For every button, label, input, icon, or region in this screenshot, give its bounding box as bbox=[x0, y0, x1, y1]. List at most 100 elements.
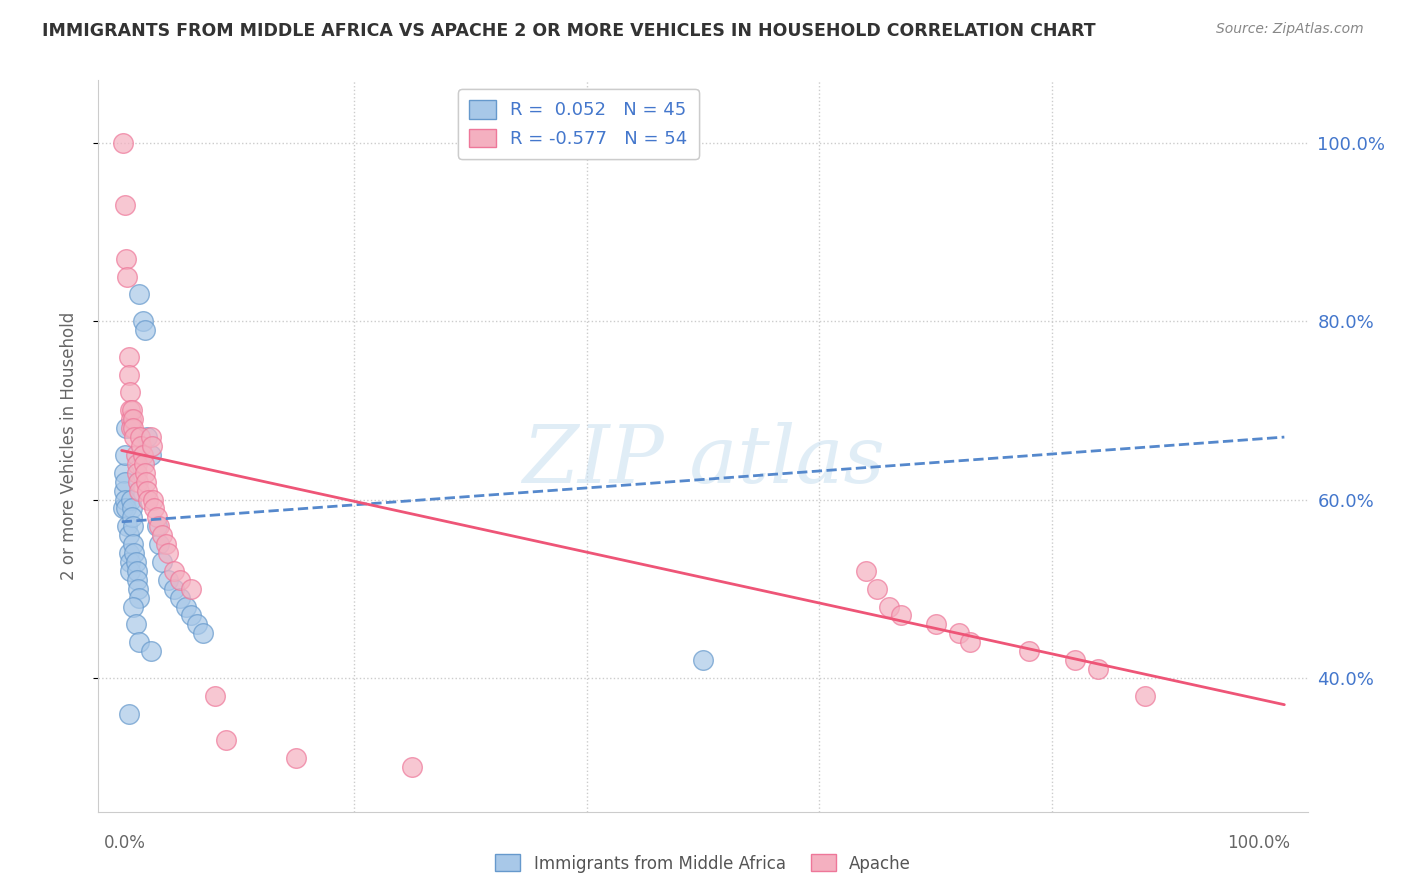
Point bbox=[215, 733, 238, 747]
Point bbox=[174, 599, 197, 614]
Point bbox=[1064, 653, 1087, 667]
Point bbox=[114, 475, 136, 489]
Point bbox=[129, 430, 152, 444]
Point bbox=[118, 403, 141, 417]
Point bbox=[163, 582, 186, 596]
Point bbox=[948, 626, 970, 640]
Point bbox=[124, 430, 146, 444]
Point bbox=[139, 448, 162, 462]
Point bbox=[128, 635, 150, 649]
Point bbox=[115, 421, 138, 435]
Point bbox=[139, 644, 162, 658]
Point bbox=[131, 448, 153, 462]
Point bbox=[148, 519, 170, 533]
Point bbox=[136, 430, 159, 444]
Point bbox=[111, 501, 134, 516]
Point bbox=[117, 269, 139, 284]
Point bbox=[145, 519, 167, 533]
Point bbox=[145, 510, 167, 524]
Point bbox=[124, 448, 146, 462]
Point bbox=[111, 136, 134, 150]
Text: 0.0%: 0.0% bbox=[104, 834, 146, 852]
Point bbox=[120, 421, 142, 435]
Point bbox=[150, 555, 173, 569]
Point bbox=[1018, 644, 1040, 658]
Point bbox=[180, 582, 202, 596]
Point bbox=[118, 546, 141, 560]
Point bbox=[134, 466, 156, 480]
Point bbox=[138, 492, 160, 507]
Point bbox=[401, 760, 423, 774]
Point bbox=[285, 751, 308, 765]
Point bbox=[855, 564, 877, 578]
Point bbox=[115, 501, 138, 516]
Point bbox=[890, 608, 912, 623]
Point bbox=[127, 475, 149, 489]
Point bbox=[186, 617, 208, 632]
Point bbox=[118, 555, 141, 569]
Point bbox=[128, 483, 150, 498]
Point bbox=[150, 528, 173, 542]
Text: IMMIGRANTS FROM MIDDLE AFRICA VS APACHE 2 OR MORE VEHICLES IN HOUSEHOLD CORRELAT: IMMIGRANTS FROM MIDDLE AFRICA VS APACHE … bbox=[42, 22, 1095, 40]
Point bbox=[959, 635, 981, 649]
Point bbox=[122, 519, 145, 533]
Point bbox=[125, 573, 148, 587]
Point bbox=[120, 412, 142, 426]
Point bbox=[136, 483, 159, 498]
Text: 100.0%: 100.0% bbox=[1227, 834, 1291, 852]
Point bbox=[163, 564, 186, 578]
Point bbox=[131, 314, 153, 328]
Point bbox=[118, 528, 141, 542]
Point bbox=[157, 573, 180, 587]
Point bbox=[169, 591, 191, 605]
Point bbox=[924, 617, 946, 632]
Point bbox=[121, 403, 143, 417]
Point bbox=[155, 537, 177, 551]
Point bbox=[118, 350, 141, 364]
Point bbox=[866, 582, 889, 596]
Point bbox=[118, 564, 141, 578]
Point bbox=[118, 706, 141, 721]
Point bbox=[125, 457, 148, 471]
Text: Source: ZipAtlas.com: Source: ZipAtlas.com bbox=[1216, 22, 1364, 37]
Point bbox=[121, 510, 143, 524]
Point bbox=[142, 492, 165, 507]
Point bbox=[115, 252, 138, 266]
Point bbox=[148, 537, 170, 551]
Point bbox=[135, 475, 157, 489]
Point bbox=[124, 555, 146, 569]
Text: ZIP atlas: ZIP atlas bbox=[522, 422, 884, 500]
Point bbox=[157, 546, 180, 560]
Point bbox=[1133, 689, 1156, 703]
Point bbox=[122, 537, 145, 551]
Point bbox=[125, 564, 148, 578]
Point bbox=[132, 457, 155, 471]
Point bbox=[877, 599, 900, 614]
Y-axis label: 2 or more Vehicles in Household: 2 or more Vehicles in Household bbox=[59, 312, 77, 580]
Point bbox=[117, 519, 139, 533]
Point bbox=[128, 591, 150, 605]
Point bbox=[121, 501, 143, 516]
Point bbox=[127, 582, 149, 596]
Point bbox=[139, 430, 162, 444]
Point bbox=[141, 439, 163, 453]
Point bbox=[125, 466, 148, 480]
Point bbox=[169, 573, 191, 587]
Point bbox=[131, 439, 153, 453]
Point bbox=[114, 198, 136, 212]
Point bbox=[122, 421, 145, 435]
Point bbox=[112, 466, 135, 480]
Point bbox=[124, 546, 146, 560]
Point bbox=[143, 501, 166, 516]
Point bbox=[112, 483, 135, 498]
Legend: R =  0.052   N = 45, R = -0.577   N = 54: R = 0.052 N = 45, R = -0.577 N = 54 bbox=[458, 89, 699, 159]
Point bbox=[134, 323, 156, 337]
Point bbox=[122, 599, 145, 614]
Point bbox=[692, 653, 714, 667]
Legend: Immigrants from Middle Africa, Apache: Immigrants from Middle Africa, Apache bbox=[488, 847, 918, 880]
Point bbox=[204, 689, 226, 703]
Point bbox=[128, 287, 150, 301]
Point bbox=[118, 368, 141, 382]
Point bbox=[114, 448, 136, 462]
Point bbox=[1087, 662, 1109, 676]
